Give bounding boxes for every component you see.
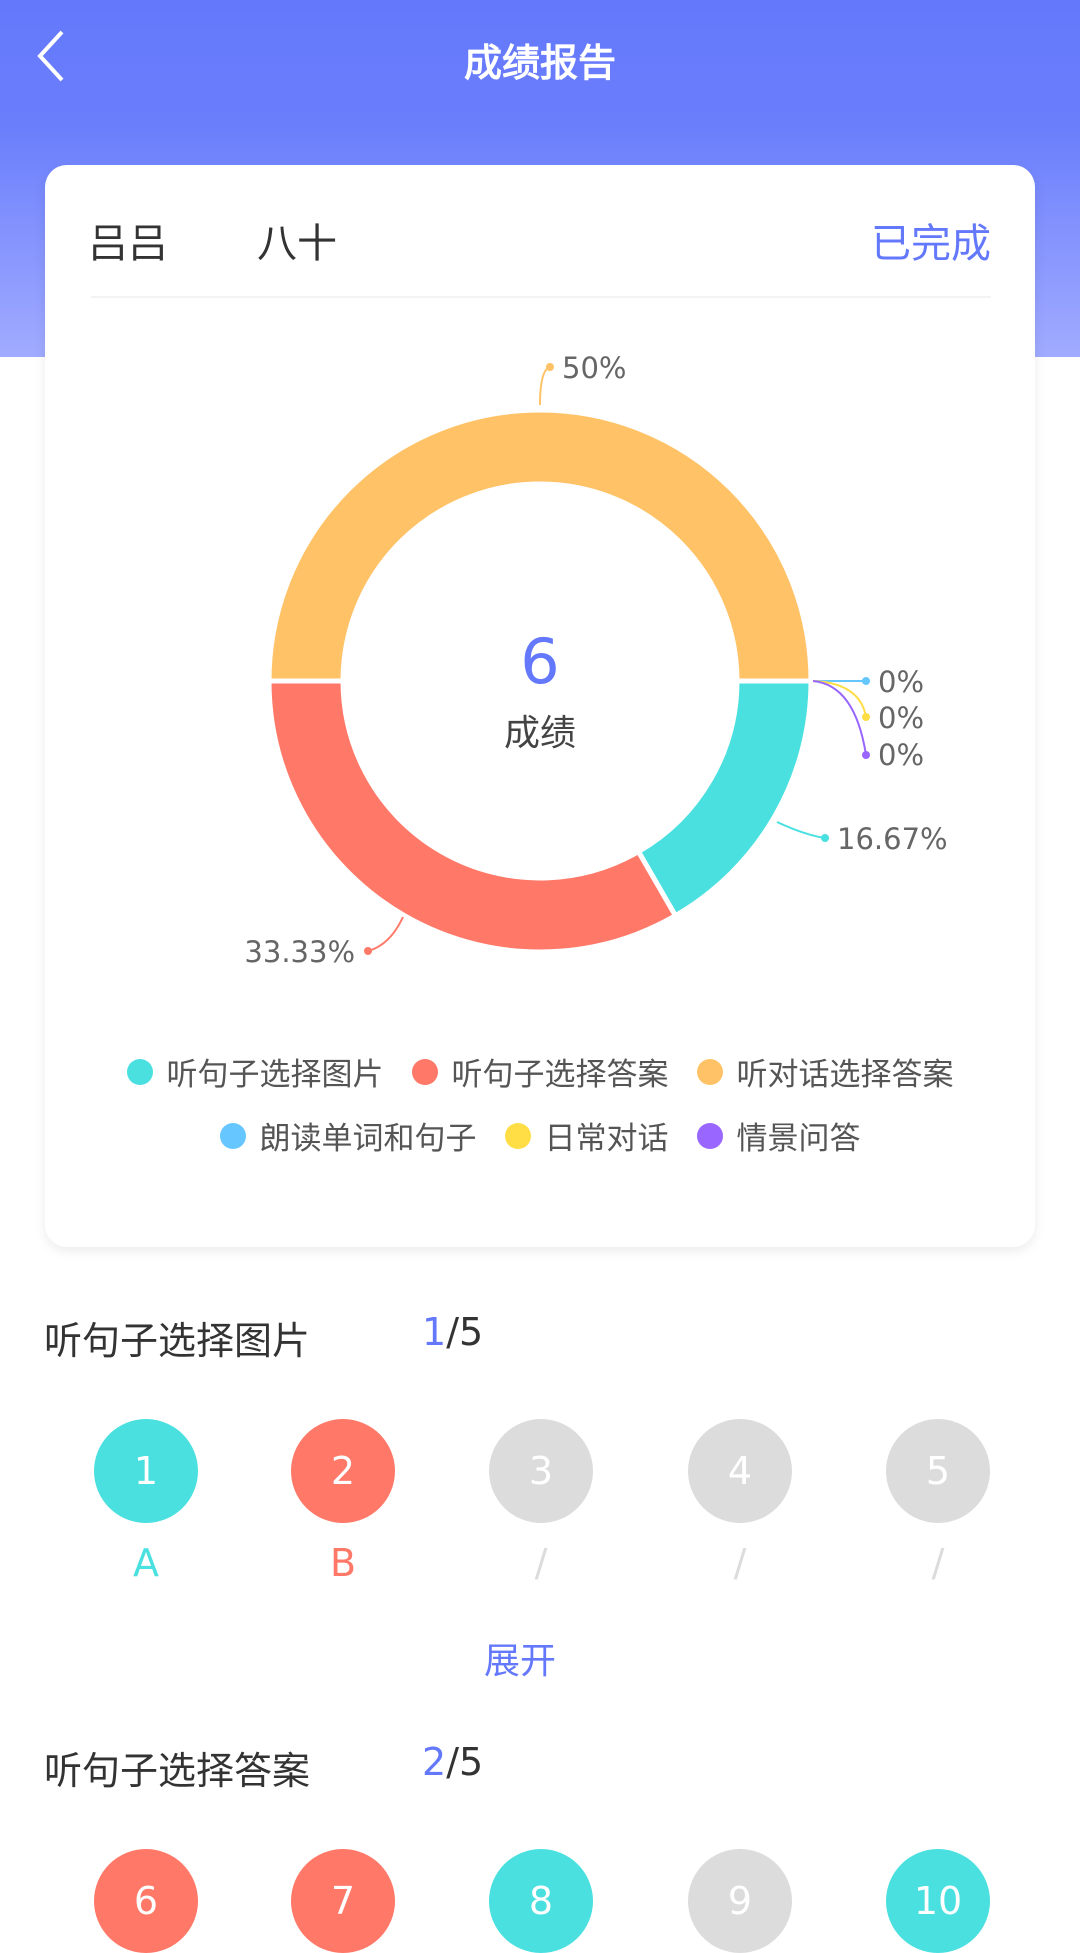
label-line-4 <box>812 680 867 718</box>
question-number: 3 <box>528 1449 554 1493</box>
slice-label-1: 33.33% <box>244 935 355 969</box>
legend-item[interactable]: 听句子选择答案 <box>411 1049 669 1094</box>
legend-item[interactable]: 听句子选择图片 <box>126 1049 384 1094</box>
center-score: 6 <box>520 625 559 698</box>
question-number: 8 <box>528 1879 554 1923</box>
question-bubble[interactable]: 4 <box>688 1419 792 1523</box>
question-number: 2 <box>330 1449 356 1493</box>
answer-choice: / <box>931 1541 945 1585</box>
legend-dot <box>411 1058 438 1085</box>
legend-label: 日常对话 <box>544 1121 669 1157</box>
section-score: 2/5 <box>422 1740 483 1784</box>
donut-slice-0[interactable] <box>635 678 814 920</box>
slice-label-0: 16.67% <box>837 822 948 856</box>
label-dot-3 <box>862 677 870 685</box>
label-dot-2 <box>546 363 554 371</box>
label-line-2 <box>539 366 551 406</box>
label-dot-1 <box>364 947 372 955</box>
label-dot-0 <box>821 834 829 842</box>
question-bubble[interactable]: 7 <box>291 1849 395 1953</box>
legend-row-1: 听句子选择图片 听句子选择答案 听对话选择答案 <box>45 1049 1035 1094</box>
score-donut-chart: 16.67%33.33%50%0%0%0%6成绩 <box>244 351 948 969</box>
question-bubble[interactable]: 1 <box>94 1419 198 1523</box>
legend-row-2: 朗读单词和句子 日常对话 情景问答 <box>45 1113 1035 1158</box>
question-bubble[interactable]: 8 <box>489 1849 593 1953</box>
question-bubble[interactable]: 9 <box>688 1849 792 1953</box>
expand-button[interactable]: 展开 <box>483 1641 556 1682</box>
section-score: 1/5 <box>422 1310 483 1354</box>
question-number: 1 <box>133 1449 159 1493</box>
legend-dot <box>126 1058 153 1085</box>
center-label: 成绩 <box>504 713 576 754</box>
question-number: 4 <box>727 1449 753 1493</box>
class-name: 八十 <box>257 221 337 267</box>
label-line-5 <box>812 680 867 756</box>
legend-dot <box>504 1122 531 1149</box>
legend-label: 听对话选择答案 <box>736 1057 954 1093</box>
legend-label: 听句子选择图片 <box>166 1057 384 1093</box>
correct-count: 2 <box>422 1740 447 1784</box>
section-title: 听句子选择图片 <box>44 1319 311 1363</box>
legend-label: 听句子选择答案 <box>451 1057 669 1093</box>
student-name: 吕吕 <box>88 221 168 267</box>
chevron-left-icon[interactable] <box>34 28 84 84</box>
label-dot-5 <box>862 751 870 759</box>
legend-dot <box>696 1058 723 1085</box>
legend-dot <box>219 1122 246 1149</box>
label-line-1 <box>367 916 404 952</box>
question-number: 9 <box>727 1879 753 1923</box>
question-number: 6 <box>133 1879 159 1923</box>
question-bubble[interactable]: 6 <box>94 1849 198 1953</box>
question-number: 10 <box>913 1879 963 1923</box>
question-number: 7 <box>330 1879 356 1923</box>
total-count: /5 <box>446 1310 484 1354</box>
total-count: /5 <box>446 1740 484 1784</box>
legend-label: 朗读单词和句子 <box>259 1121 477 1157</box>
legend-label: 情景问答 <box>736 1121 861 1157</box>
label-dot-4 <box>862 713 870 721</box>
slice-label-5: 0% <box>878 738 924 772</box>
answer-choice: B <box>329 1541 357 1585</box>
donut-slice-1[interactable] <box>266 678 679 955</box>
question-bubble[interactable]: 2 <box>291 1419 395 1523</box>
question-bubble[interactable]: 3 <box>489 1419 593 1523</box>
divider <box>91 296 991 298</box>
page-title: 成绩报告 <box>463 41 616 85</box>
label-line-0 <box>776 821 826 839</box>
slice-label-3: 0% <box>878 665 924 699</box>
slice-label-2: 50% <box>562 351 626 385</box>
answer-choice: / <box>733 1541 747 1585</box>
legend-item[interactable]: 情景问答 <box>696 1113 861 1158</box>
legend-item[interactable]: 听对话选择答案 <box>696 1049 954 1094</box>
report-card: 吕吕 八十 已完成 16.67% 33.33% 50% 0% 0% 0% 6 成绩 听句子选择… <box>45 165 1035 1247</box>
answer-choice: A <box>133 1541 159 1585</box>
slice-label-4: 0% <box>878 701 924 735</box>
question-bubble[interactable]: 10 <box>886 1849 990 1953</box>
correct-count: 1 <box>422 1310 447 1354</box>
section-title: 听句子选择答案 <box>44 1749 311 1793</box>
donut-slice-2[interactable] <box>266 407 814 684</box>
legend-item[interactable]: 朗读单词和句子 <box>219 1113 477 1158</box>
answer-choice: / <box>534 1541 548 1585</box>
legend-item[interactable]: 日常对话 <box>504 1113 669 1158</box>
question-bubble[interactable]: 5 <box>886 1419 990 1523</box>
legend-dot <box>696 1122 723 1149</box>
question-number: 5 <box>925 1449 951 1493</box>
status-badge: 已完成 <box>871 221 991 267</box>
